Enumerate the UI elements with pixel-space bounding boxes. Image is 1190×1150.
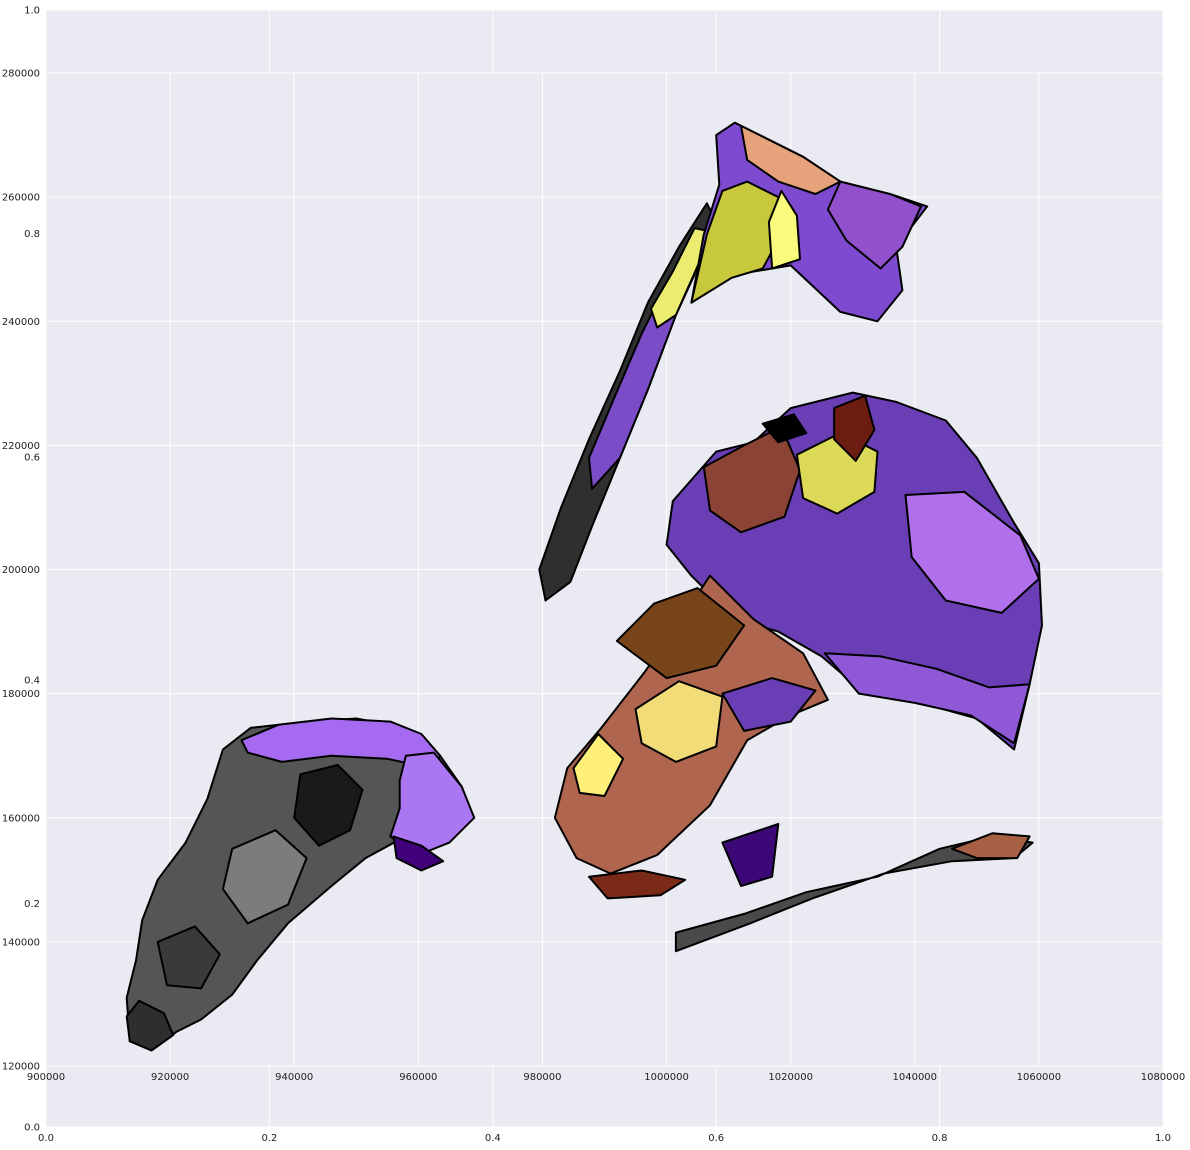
map-y-tick-label: 240000 [2, 317, 40, 328]
map-x-tick-label: 980000 [523, 1072, 561, 1083]
region-brooklyn-sw-yellow [572, 733, 625, 797]
map-x-tick-label: 1080000 [1141, 1072, 1186, 1083]
region-queens-west-brown [702, 425, 801, 534]
map-regions [125, 121, 1043, 1052]
map-x-tick-label: 960000 [399, 1072, 437, 1083]
map-y-tick-label: 120000 [2, 1062, 40, 1073]
outer-x-tick-label: 0.0 [38, 1133, 54, 1144]
map-x-tick-label: 1040000 [893, 1072, 938, 1083]
region-brooklyn-north-brown [615, 587, 746, 680]
outer-y-tick-label: 0.2 [24, 899, 40, 910]
map-y-tick-label: 180000 [2, 689, 40, 700]
map-x-tick-label: 1020000 [768, 1072, 813, 1083]
region-bronx-east [826, 180, 922, 270]
map-y-tick-label: 140000 [2, 937, 40, 948]
map-y-tick-label: 260000 [2, 193, 40, 204]
outer-y-tick-label: 0.8 [24, 229, 40, 240]
region-brooklyn-yellow [634, 680, 724, 763]
region-rikers-island [761, 413, 808, 444]
region-si-se-violet [392, 835, 445, 872]
map-x-tick-label: 1000000 [644, 1072, 689, 1083]
region-bronx-park [767, 189, 801, 270]
region-queens-south-purple [823, 652, 1031, 745]
outer-x-tick-label: 0.2 [261, 1133, 277, 1144]
region-brooklyn-marine-violet [721, 823, 780, 887]
map-x-tick-label: 940000 [275, 1072, 313, 1083]
outer-y-tick-label: 0.6 [24, 452, 40, 463]
map-axes: 900000 920000 940000 960000 980000 1000000 102… [2, 69, 1185, 1084]
map-y-tick-label: 160000 [2, 813, 40, 824]
map-y-tick-label: 280000 [2, 69, 40, 80]
region-si-east-shore [389, 751, 476, 856]
map-x-tick-label: 1060000 [1017, 1072, 1062, 1083]
region-si-southern-tip [125, 999, 175, 1052]
map-x-tick-label: 900000 [27, 1072, 65, 1083]
region-queens-east-violet [904, 490, 1040, 614]
region-queens-flushing-dark [833, 394, 876, 462]
outer-x-tick-label: 0.4 [485, 1133, 501, 1144]
region-si-mid-grey [221, 829, 308, 925]
region-si-west-dark [156, 925, 221, 990]
outer-x-tick-label: 0.6 [708, 1133, 724, 1144]
map-x-tick-label: 920000 [151, 1072, 189, 1083]
outer-y-tick-label: 0.4 [24, 676, 40, 687]
region-rockaway-east [951, 832, 1031, 860]
region-manhattan-harlem [650, 227, 711, 329]
region-bronx-north [740, 124, 842, 195]
outer-y-tick-label: 1.0 [24, 6, 40, 17]
region-brooklyn-central-violet [721, 677, 817, 732]
outer-y-tick-label: 0.0 [24, 1123, 40, 1134]
region-si-central-dark [293, 764, 364, 847]
outer-x-tick-label: 1.0 [1155, 1133, 1171, 1144]
map-y-tick-label: 200000 [2, 565, 40, 576]
map-y-tick-label: 220000 [2, 441, 40, 452]
outer-x-tick-label: 0.8 [932, 1133, 948, 1144]
region-brooklyn-coney [588, 869, 687, 900]
